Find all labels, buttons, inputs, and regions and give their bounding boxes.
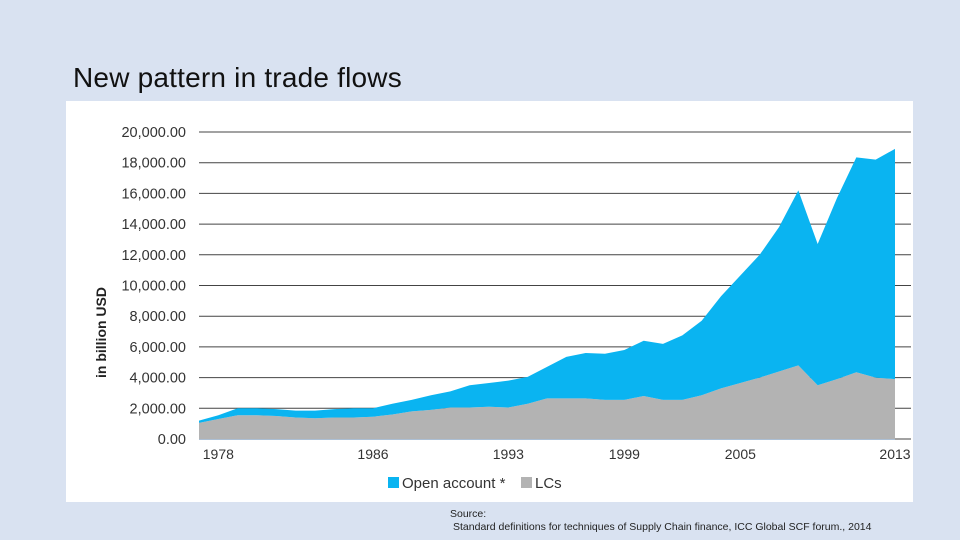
x-tick-label: 2005	[725, 446, 756, 462]
chart-panel: 0.00 2,000.00 4,000.00 6,000.00 8,000.00 10,0…	[66, 101, 913, 502]
x-tick-label: 2013	[879, 446, 910, 462]
x-tick-label: 1999	[609, 446, 640, 462]
legend-swatch	[521, 477, 532, 488]
y-tick-label: 6,000.00	[130, 340, 186, 356]
source-text: Standard definitions for techniques of S…	[453, 521, 872, 533]
x-axis-ticks: 1978 1986 1993 1999 2005 2013	[203, 446, 911, 462]
area-series	[199, 148, 895, 439]
source-citation: Source: Standard definitions for techniq…	[450, 508, 871, 534]
area-chart: 0.00 2,000.00 4,000.00 6,000.00 8,000.00 10,0…	[93, 125, 911, 492]
y-tick-label: 2,000.00	[130, 401, 186, 417]
y-tick-label: 4,000.00	[130, 371, 186, 387]
x-tick-label: 1978	[203, 446, 234, 462]
legend-swatch	[388, 477, 399, 488]
page-title: New pattern in trade flows	[73, 62, 402, 93]
legend-label: LCs	[535, 475, 562, 492]
x-tick-label: 1986	[357, 446, 388, 462]
y-axis-label: in billion USD	[93, 287, 109, 378]
y-tick-label: 0.00	[158, 432, 186, 448]
y-tick-label: 14,000.00	[121, 217, 186, 233]
y-tick-label: 10,000.00	[121, 279, 186, 295]
y-tick-label: 16,000.00	[121, 186, 186, 202]
y-tick-label: 8,000.00	[130, 309, 186, 325]
legend-label: Open account *	[402, 475, 506, 492]
legend: Open account * LCs	[388, 475, 562, 492]
y-tick-label: 12,000.00	[121, 248, 186, 264]
y-axis-ticks: 0.00 2,000.00 4,000.00 6,000.00 8,000.00 10,0…	[121, 125, 186, 448]
area-open-account	[199, 148, 895, 423]
area-lcs	[199, 365, 895, 439]
source-label: Source:	[450, 508, 487, 520]
y-tick-label: 18,000.00	[121, 156, 186, 172]
y-tick-label: 20,000.00	[121, 125, 186, 141]
x-tick-label: 1993	[493, 446, 524, 462]
